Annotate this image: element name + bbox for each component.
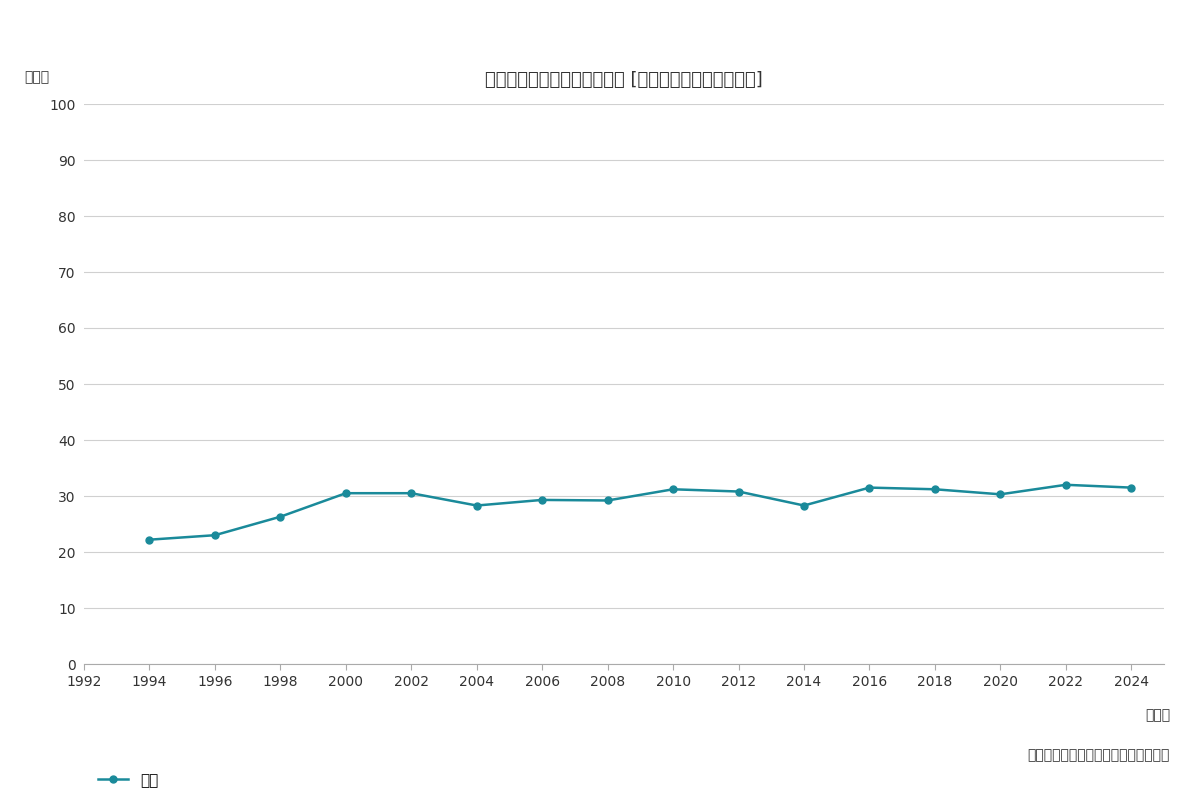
Text: （博報堂生活総研「生活定点」調査）: （博報堂生活総研「生活定点」調査） xyxy=(1027,748,1170,762)
Legend: 全体: 全体 xyxy=(91,767,164,794)
Text: （年）: （年） xyxy=(1145,708,1170,722)
Title: 自分の将来のことがストレス [ストレスを感じる人のみ]: 自分の将来のことがストレス [ストレスを感じる人のみ] xyxy=(485,70,763,89)
Text: （％）: （％） xyxy=(24,70,49,84)
